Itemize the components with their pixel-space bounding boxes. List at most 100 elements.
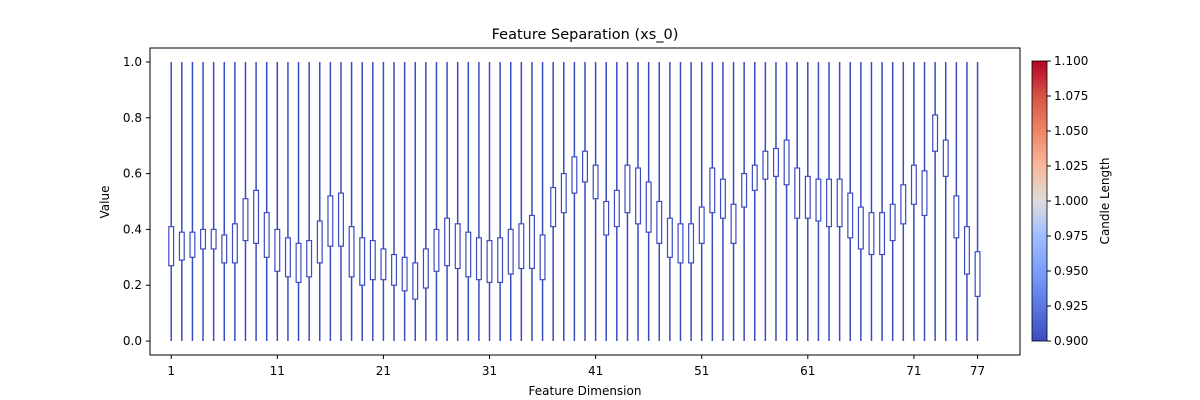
candle-body bbox=[698, 206, 705, 244]
candle-body bbox=[953, 195, 960, 239]
candle-body bbox=[168, 226, 175, 267]
candle-body bbox=[284, 237, 291, 278]
candle bbox=[656, 61, 663, 342]
candle-body bbox=[826, 178, 833, 228]
candle-body bbox=[178, 231, 185, 261]
x-tick-label: 41 bbox=[588, 364, 603, 378]
candle bbox=[783, 61, 790, 342]
candle bbox=[900, 61, 907, 342]
x-tick-label: 51 bbox=[694, 364, 709, 378]
candle bbox=[295, 61, 302, 342]
x-tick-label: 1 bbox=[167, 364, 175, 378]
candle-body bbox=[316, 220, 323, 264]
candle bbox=[369, 61, 376, 342]
candle bbox=[200, 61, 207, 342]
candle bbox=[539, 61, 546, 342]
candle bbox=[359, 61, 366, 342]
candle-body bbox=[528, 214, 535, 270]
candle bbox=[221, 61, 228, 342]
candle-body bbox=[794, 167, 801, 219]
colorbar-tick-label: 0.975 bbox=[1054, 229, 1088, 243]
candle-body bbox=[486, 239, 493, 284]
candle bbox=[889, 61, 896, 342]
candle-body bbox=[518, 223, 525, 270]
candle bbox=[284, 61, 291, 342]
candle-body bbox=[274, 228, 281, 272]
candle bbox=[879, 61, 886, 342]
candle bbox=[804, 61, 811, 342]
candle bbox=[963, 61, 970, 342]
candle-body bbox=[730, 203, 737, 244]
candle bbox=[274, 61, 281, 342]
candle-body bbox=[412, 262, 419, 300]
candle-body bbox=[550, 186, 557, 228]
candle-body bbox=[666, 217, 673, 258]
candle bbox=[571, 61, 578, 342]
y-tick-label: 0.4 bbox=[123, 222, 142, 236]
candle bbox=[719, 61, 726, 342]
candle bbox=[794, 61, 801, 342]
candle-body bbox=[263, 212, 270, 258]
x-tick-label: 71 bbox=[906, 364, 921, 378]
candle bbox=[380, 61, 387, 342]
colorbar bbox=[1031, 60, 1048, 342]
colorbar-tick-label: 1.100 bbox=[1054, 54, 1088, 68]
candle bbox=[730, 61, 737, 342]
candle bbox=[401, 61, 408, 342]
candle bbox=[942, 61, 949, 342]
candle-body bbox=[444, 217, 451, 267]
candle-body bbox=[635, 167, 642, 225]
candle bbox=[847, 61, 854, 342]
candle-body bbox=[847, 192, 854, 239]
candle bbox=[316, 61, 323, 342]
candle-body bbox=[582, 150, 588, 183]
candle bbox=[635, 61, 642, 342]
candle-body bbox=[709, 167, 716, 214]
candle bbox=[709, 61, 716, 342]
candle bbox=[168, 61, 175, 342]
candle-body bbox=[221, 234, 228, 264]
candle-body bbox=[804, 175, 811, 219]
plot-frame bbox=[149, 47, 1021, 356]
y-tick-label: 0.6 bbox=[123, 167, 142, 181]
candle bbox=[422, 61, 429, 342]
candle bbox=[306, 61, 313, 342]
candle bbox=[603, 61, 610, 342]
colorbar-tick-label: 1.075 bbox=[1054, 89, 1088, 103]
candle bbox=[974, 61, 981, 342]
candle bbox=[826, 61, 833, 342]
candle bbox=[613, 61, 620, 342]
candle bbox=[592, 61, 599, 342]
candle bbox=[465, 61, 472, 342]
candle bbox=[582, 61, 588, 342]
candle-body bbox=[910, 164, 917, 205]
candle-body bbox=[889, 203, 896, 242]
candle-body bbox=[783, 139, 790, 186]
candle bbox=[189, 61, 196, 342]
candle-body bbox=[401, 256, 408, 292]
candle bbox=[910, 61, 917, 342]
candle-body bbox=[454, 223, 461, 270]
candle-body bbox=[465, 231, 472, 278]
candle bbox=[836, 61, 843, 342]
candle-body bbox=[295, 242, 302, 284]
candle-body bbox=[231, 223, 238, 264]
x-axis-label: Feature Dimension bbox=[529, 384, 642, 398]
candle-body bbox=[369, 239, 376, 281]
candle bbox=[921, 61, 928, 342]
candle bbox=[666, 61, 673, 342]
candle-body bbox=[327, 195, 334, 247]
x-axis-ticks: 1 11 21 31 41 51 61 71 77 bbox=[167, 355, 985, 378]
candle-body bbox=[974, 251, 981, 297]
candle bbox=[348, 61, 355, 342]
candle-body bbox=[560, 172, 567, 214]
candle-body bbox=[603, 200, 610, 236]
candle bbox=[528, 61, 535, 342]
candle-body bbox=[433, 228, 440, 272]
candle bbox=[253, 61, 260, 342]
candle-body bbox=[857, 206, 864, 250]
candle-body bbox=[359, 237, 366, 286]
candle bbox=[263, 61, 270, 342]
candle-body bbox=[751, 164, 758, 191]
candle-body bbox=[719, 178, 726, 219]
